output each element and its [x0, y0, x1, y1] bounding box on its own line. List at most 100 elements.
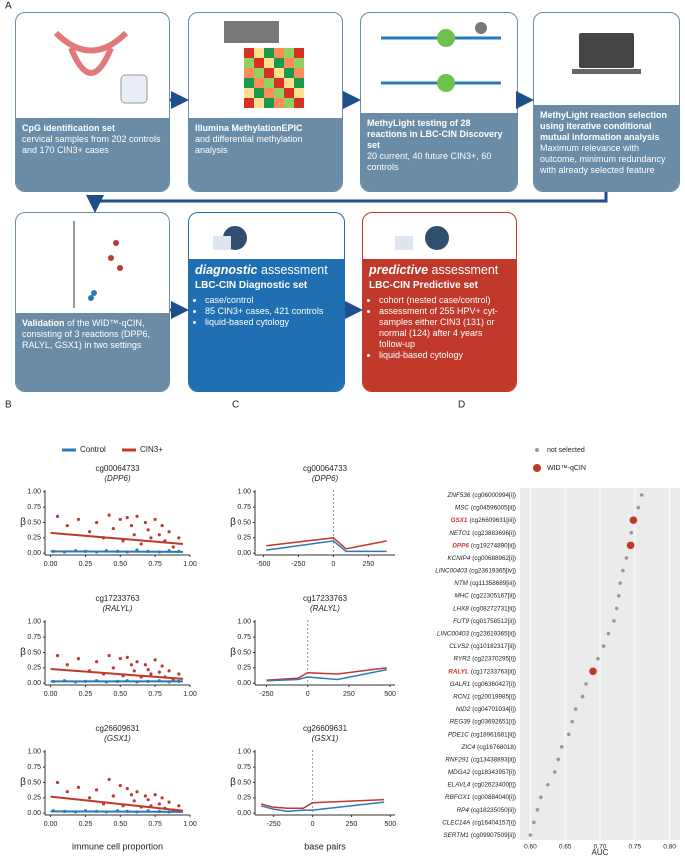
box-text: MethyLight reaction selection using iter… — [534, 105, 679, 191]
feature-label: KCNIP4 (cg00688962[i]) — [447, 555, 516, 562]
feature-label: RBFOX1 (cg00884040[i]) — [445, 794, 516, 801]
box-text: CpG identification set cervical samples f… — [16, 118, 169, 191]
gene: KCNIP4 — [447, 555, 470, 562]
point — [121, 539, 125, 543]
x-tick-label: 1.00 — [183, 691, 197, 698]
feature-label: MSC (cg04596005[ii]) — [455, 504, 516, 511]
dotplot-art — [73, 221, 123, 308]
point — [139, 542, 143, 546]
y-axis-label: β — [230, 517, 236, 528]
point — [573, 707, 578, 711]
probe: (cg00884040[i]) — [472, 794, 516, 801]
point — [125, 655, 129, 660]
point — [118, 657, 122, 661]
fit-line — [50, 550, 184, 553]
point — [111, 794, 115, 798]
probe: (cg00688962[i]) — [472, 555, 516, 562]
feature-label: MDGA2 (cg18343957[i]) — [448, 769, 516, 776]
feature-label: RCN1 (cg20019985[i]) — [453, 693, 516, 700]
x-axis-label: immune cell proportion — [72, 841, 163, 851]
gene: GALR1 — [450, 681, 471, 688]
x-tick-label: 0.00 — [44, 821, 58, 828]
gene: MHC — [454, 592, 469, 599]
panel-title: cg17233763 — [95, 594, 140, 603]
point — [107, 513, 111, 517]
x-tick-label: 0.60 — [524, 844, 537, 851]
series-line — [266, 667, 387, 681]
y-tick-label: 0.00 — [237, 810, 251, 817]
box-title: MethyLight reaction selection using iter… — [540, 110, 668, 142]
panel-title: cg17233763 — [303, 594, 348, 603]
series-line — [266, 668, 387, 682]
gene: ZNF536 — [446, 492, 470, 499]
set-name: LBC-CIN Predictive set — [369, 280, 478, 291]
y-tick-label: 0.75 — [27, 634, 41, 641]
feature-label: LINC00403 (cg23619365[iv]) — [435, 567, 516, 574]
point — [539, 795, 543, 800]
y-tick-label: 0.75 — [27, 504, 41, 511]
point — [149, 672, 153, 676]
feature-label: ELAVL4 (cg02623400[i]) — [447, 781, 516, 788]
point — [566, 732, 571, 737]
y-tick-label: 0.00 — [27, 550, 41, 557]
probe: (cg23619365[ii]) — [471, 630, 516, 637]
panel-subtitle: (GSX1) — [312, 734, 339, 743]
legend-label: Control — [80, 445, 106, 454]
feature-label: RYR2 (cg22370295[i]) — [454, 655, 516, 662]
heading: predictive assessment — [369, 264, 510, 277]
point — [606, 631, 611, 636]
point — [107, 653, 111, 658]
x-tick-label: 0.75 — [628, 844, 641, 851]
probe: (cg13438893[ii]) — [471, 756, 516, 763]
point — [55, 780, 60, 785]
x-axis-label: AUC — [592, 848, 609, 857]
probe: (cg23619365[iv]) — [469, 567, 516, 574]
bullet: cohort (nested case/control) — [379, 295, 510, 306]
pcr-art — [381, 22, 501, 92]
y-tick-label: 0.00 — [237, 680, 251, 687]
box: Illumina MethylationEPIC and differential… — [188, 12, 343, 192]
gene: CLEC14A — [442, 819, 470, 826]
point — [621, 568, 625, 573]
y-tick-label: 0.00 — [237, 550, 251, 557]
point — [118, 517, 122, 522]
point — [88, 796, 92, 800]
point — [160, 523, 164, 528]
box: MethyLight testing of 28 reactions in LB… — [360, 12, 518, 192]
gene: LHX8 — [453, 605, 469, 612]
panel-title: cg26609631 — [303, 724, 348, 733]
point — [55, 514, 60, 518]
point — [167, 800, 171, 804]
y-tick-label: 0.75 — [237, 764, 251, 771]
point — [153, 517, 157, 522]
point — [146, 668, 150, 672]
box: MethyLight reaction selection using iter… — [533, 12, 680, 192]
feature-label: LHX8 (cg08272731[ii]) — [453, 605, 516, 612]
y-tick-label: 0.25 — [27, 665, 41, 672]
x-tick-label: 500 — [384, 821, 396, 828]
x-tick-label: 1.00 — [183, 821, 197, 828]
point — [157, 670, 161, 674]
probe: (cg08272731[ii]) — [471, 605, 516, 612]
heading: diagnostic assessment — [195, 264, 338, 277]
point — [94, 660, 99, 664]
panel-label: C — [232, 400, 239, 411]
feature-label: FUT9 (cg01758512[ii]) — [453, 618, 516, 625]
y-tick-label: 1.00 — [27, 489, 41, 496]
point — [129, 793, 134, 797]
probe: (cg04596005[ii]) — [471, 504, 516, 511]
legend-label: CIN3+ — [140, 445, 163, 454]
point — [132, 799, 136, 803]
point — [177, 536, 181, 540]
point — [146, 798, 150, 802]
fit-line — [50, 795, 184, 812]
box-body: Maximum relevance with outcome, minimum … — [540, 143, 666, 175]
bullet: liquid-based cytology — [379, 350, 510, 361]
feature-label: RNF291 (cg13438893[ii]) — [445, 756, 516, 763]
panel-subtitle: (DPP6) — [312, 474, 339, 483]
gene: RNF291 — [445, 756, 468, 763]
bullet: 85 CIN3+ cases, 421 controls — [205, 306, 338, 317]
fit-line — [50, 531, 184, 545]
point — [626, 541, 635, 550]
